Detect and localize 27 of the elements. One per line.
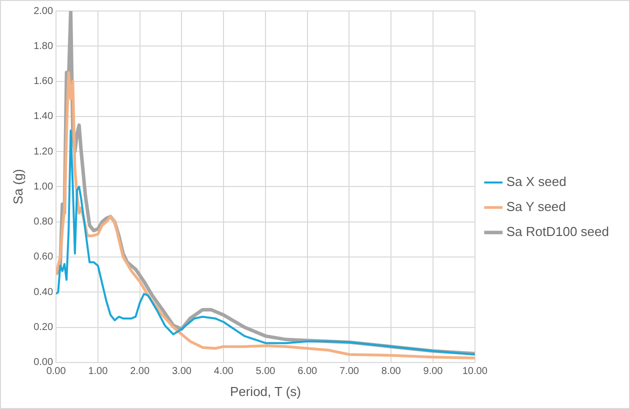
x-tick-label: 3.00	[172, 366, 192, 378]
legend-label: Sa RotD100 seed	[506, 224, 609, 240]
x-tick-label: 2.00	[130, 366, 150, 378]
x-tick-label: 6.00	[298, 366, 318, 378]
x-tick-label: 1.00	[88, 366, 108, 378]
x-tick-label: 7.00	[340, 366, 360, 378]
y-tick-label: 1.40	[34, 111, 54, 122]
y-axis-title: Sa (g)	[10, 168, 26, 204]
x-tick-label: 5.00	[256, 366, 276, 378]
legend-label: Sa X seed	[506, 174, 566, 190]
y-tick-label: 0.60	[34, 252, 54, 263]
y-tick-label: 0.00	[34, 357, 54, 368]
y-tick-label: 1.00	[34, 181, 54, 192]
y-tick-label: 1.20	[34, 146, 54, 158]
y-tick-label: 0.80	[34, 216, 54, 228]
legend-label: Sa Y seed	[506, 199, 566, 214]
x-tick-label: 8.00	[381, 366, 402, 378]
y-tick-label: 1.80	[34, 40, 54, 52]
y-tick-label: 2.00	[34, 6, 54, 17]
x-tick-label: 0.00	[46, 366, 66, 378]
y-tick-label: 0.40	[34, 286, 54, 298]
x-tick-label: 4.00	[214, 366, 234, 378]
x-axis-title: Period, T (s)	[230, 384, 301, 399]
x-tick-label: 10.00	[462, 366, 488, 378]
x-tick-label: 9.00	[423, 366, 444, 378]
y-tick-label: 1.60	[34, 76, 54, 88]
y-tick-label: 0.20	[34, 322, 54, 334]
